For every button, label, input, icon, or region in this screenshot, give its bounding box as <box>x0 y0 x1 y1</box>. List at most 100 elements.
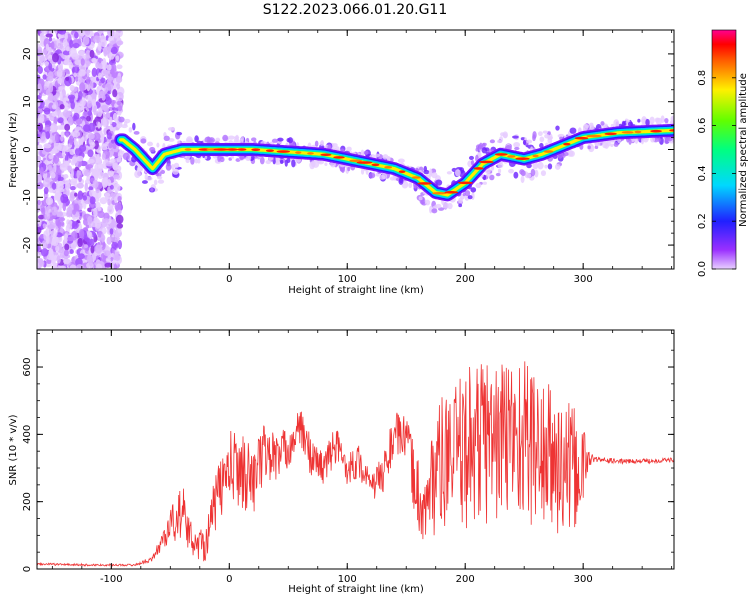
ridge-halo <box>287 137 293 144</box>
noise-speckle <box>103 250 111 257</box>
y-tick-label: 0 <box>22 146 33 152</box>
noise-speckle <box>112 162 119 171</box>
noise-speckle <box>106 236 112 245</box>
ridge-halo <box>160 169 166 174</box>
ridge-peak <box>457 181 473 185</box>
noise-speckle <box>114 196 118 204</box>
noise-speckle <box>97 206 102 212</box>
ridge-peak <box>494 153 508 156</box>
ridge-halo <box>604 142 609 149</box>
ridge-halo <box>475 147 480 152</box>
noise-speckle <box>82 35 90 46</box>
ridge-halo <box>610 143 614 147</box>
ridge-halo <box>122 152 130 161</box>
ridge-halo <box>470 187 477 193</box>
ridge-halo <box>149 146 156 153</box>
ridge-halo <box>530 168 536 177</box>
ridge-halo <box>544 133 550 139</box>
ridge-peak <box>384 166 393 169</box>
ridge-halo <box>435 203 442 209</box>
noise-speckle <box>113 254 117 261</box>
noise-speckle <box>63 249 69 257</box>
ridge-halo <box>124 118 131 124</box>
ridge-peak <box>532 154 539 158</box>
noise-speckle <box>77 38 82 44</box>
ridge-peak <box>251 148 261 151</box>
ridge-peak <box>669 129 674 132</box>
ridge-halo <box>217 154 221 162</box>
ridge-halo <box>279 159 284 164</box>
noise-speckle <box>89 189 94 197</box>
noise-speckle <box>53 254 58 262</box>
colorbar-axes: 0.0 0.2 0.4 0.6 0.8 <box>697 70 736 277</box>
noise-speckle <box>115 55 120 61</box>
noise-speckle <box>90 220 98 228</box>
ridge-halo <box>655 117 663 125</box>
ridge-halo <box>446 171 452 175</box>
ridge-halo <box>286 157 291 164</box>
noise-speckle <box>103 212 110 220</box>
noise-speckle <box>44 177 53 183</box>
noise-speckle <box>49 115 55 121</box>
noise-speckle <box>101 153 106 161</box>
ridge-halo <box>540 170 547 177</box>
noise-speckle <box>57 117 64 123</box>
ridge-halo <box>360 149 365 157</box>
noise-speckle <box>39 32 44 41</box>
noise-speckle <box>84 244 89 249</box>
ridge-halo <box>464 190 471 197</box>
noise-speckle <box>48 224 55 230</box>
ridge-halo <box>497 168 502 174</box>
noise-speckle <box>59 92 63 102</box>
ridge-halo <box>649 116 655 124</box>
noise-speckle <box>113 263 118 269</box>
noise-speckle <box>116 40 124 46</box>
noise-speckle <box>69 39 74 49</box>
noise-speckle <box>69 193 75 202</box>
ridge-halo <box>259 156 265 165</box>
noise-speckle <box>76 155 84 162</box>
ridge-halo <box>435 179 443 186</box>
noise-speckle <box>39 166 44 177</box>
noise-speckle <box>64 32 68 40</box>
ridge-halo <box>172 168 179 175</box>
ridge-halo <box>458 197 463 204</box>
noise-speckle <box>48 154 54 160</box>
noise-speckle <box>56 211 63 217</box>
x-tick-label: 100 <box>338 574 357 585</box>
noise-speckle <box>94 244 103 254</box>
noise-speckle <box>69 84 75 91</box>
noise-speckle <box>93 140 99 150</box>
noise-speckle <box>104 86 109 93</box>
ridge-halo <box>186 138 193 143</box>
noise-speckle <box>99 197 108 205</box>
noise-speckle <box>57 187 65 193</box>
noise-speckle <box>97 121 101 129</box>
ridge-halo <box>637 118 641 123</box>
ridge-halo <box>537 131 543 137</box>
ridge-halo <box>454 169 461 177</box>
noise-speckle <box>109 124 113 132</box>
ridge-halo <box>156 175 163 180</box>
noise-speckle <box>100 77 106 84</box>
y-tick-label: 200 <box>22 492 33 511</box>
noise-speckle <box>50 123 58 133</box>
colorbar-scale <box>711 29 737 270</box>
noise-speckle <box>79 82 86 93</box>
noise-speckle <box>94 219 101 229</box>
noise-speckle <box>91 251 97 262</box>
noise-speckle <box>76 169 80 179</box>
ridge-halo <box>490 165 495 171</box>
noise-speckle <box>56 255 61 264</box>
noise-speckle <box>65 46 70 52</box>
snr-xlabel: Height of straight line (km) <box>288 584 424 595</box>
ridge-peak <box>621 131 634 134</box>
noise-speckle <box>77 237 83 248</box>
ridge-halo <box>382 154 389 160</box>
noise-speckle <box>76 182 84 189</box>
ridge-peak <box>473 167 484 170</box>
noise-speckle <box>107 198 111 206</box>
ridge-halo <box>381 173 388 180</box>
ridge-peak <box>586 134 602 138</box>
